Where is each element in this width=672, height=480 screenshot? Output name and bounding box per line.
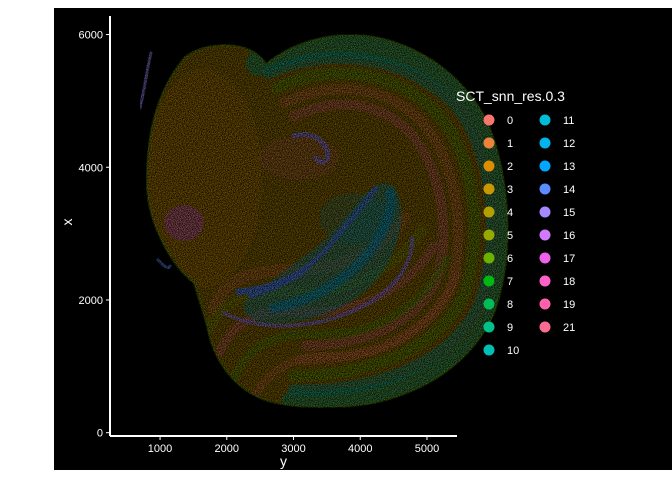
legend-item-7: 7	[483, 275, 513, 288]
legend-label: 10	[507, 345, 519, 357]
legend-label: 2	[507, 161, 513, 173]
legend-label: 14	[563, 184, 575, 196]
legend-item-6: 6	[483, 252, 513, 265]
legend-label: 12	[563, 138, 575, 150]
upper-ventricle	[291, 132, 331, 165]
legend-label: 7	[507, 276, 513, 288]
legend-item-12: 12	[539, 137, 575, 150]
tissue-body	[146, 34, 508, 408]
legend-swatch	[539, 298, 551, 310]
legend-swatch	[483, 114, 495, 126]
legend-item-15: 15	[539, 206, 575, 219]
legend-item-4: 4	[483, 206, 513, 219]
legend-swatch	[483, 275, 495, 287]
legend-item-11: 11	[539, 114, 574, 127]
dentate-band	[235, 266, 308, 296]
y-tick-label: 4000	[79, 162, 103, 174]
hippocampus-core	[269, 189, 396, 313]
legend-title: SCT_snn_res.0.3	[456, 88, 565, 104]
left-edge-band	[138, 51, 153, 110]
legend-swatch	[539, 183, 551, 195]
x-tick-label: 4000	[348, 443, 372, 455]
legend-swatch	[483, 137, 495, 149]
legend-swatch	[483, 160, 495, 172]
cortex-layer-2	[270, 67, 481, 382]
y-tick-label: 0	[97, 428, 103, 440]
legend-label: 13	[563, 161, 575, 173]
axes: 1000 2000 3000 4000 5000 0 2000 4000 6000 y x	[59, 16, 457, 469]
legend-label: 1	[507, 138, 513, 150]
x-tick-label: 3000	[281, 443, 305, 455]
legend-label: 8	[507, 299, 513, 311]
legend-label: 15	[563, 207, 575, 219]
legend-swatch	[539, 252, 551, 264]
small-purple-fragment	[156, 258, 172, 270]
legend-item-19: 19	[539, 298, 575, 311]
legend-item-16: 16	[539, 229, 575, 242]
legend-item-10: 10	[483, 344, 519, 357]
legend-item-17: 17	[539, 252, 575, 265]
legend-label: 19	[563, 299, 575, 311]
tissue-outline	[145, 33, 509, 409]
legend-item-21: 21	[539, 321, 575, 334]
legend: SCT_snn_res.0.30123456789101112131415161…	[456, 88, 575, 357]
legend-item-9: 9	[483, 321, 513, 334]
legend-label: 16	[563, 230, 575, 242]
legend-item-1: 1	[483, 137, 513, 150]
left-lobe-tint	[146, 68, 262, 288]
legend-item-5: 5	[483, 229, 513, 242]
legend-item-14: 14	[539, 183, 575, 196]
red-patch	[259, 136, 339, 180]
legend-swatch	[483, 252, 495, 264]
legend-swatch	[483, 298, 495, 310]
legend-label: 11	[563, 115, 574, 127]
legend-label: 21	[563, 322, 575, 334]
lower-layer-3	[229, 255, 451, 383]
tissue-section	[138, 33, 509, 409]
x-tick-label: 2000	[215, 443, 239, 455]
legend-label: 6	[507, 253, 513, 265]
y-tick-label: 2000	[79, 295, 103, 307]
legend-item-3: 3	[483, 183, 513, 196]
legend-item-13: 13	[539, 160, 575, 173]
y-axis-title: x	[59, 219, 75, 226]
plot-panel: 1000 2000 3000 4000 5000 0 2000 4000 6000 y x SCT_…	[54, 8, 672, 470]
legend-item-2: 2	[483, 160, 513, 173]
legend-label: 17	[563, 253, 575, 265]
legend-label: 5	[507, 230, 513, 242]
cortex-layer-0	[246, 34, 508, 408]
legend-item-18: 18	[539, 275, 575, 288]
cortex-layer-4	[289, 99, 449, 351]
pink-patch	[164, 205, 204, 241]
legend-swatch	[539, 114, 551, 126]
y-tick-label: 6000	[79, 30, 103, 42]
legend-swatch	[539, 137, 551, 149]
legend-label: 9	[507, 322, 513, 334]
legend-swatch	[539, 160, 551, 172]
x-tick-label: 1000	[148, 443, 172, 455]
legend-swatch	[539, 275, 551, 287]
legend-label: 0	[507, 115, 513, 127]
x-tick-label: 5000	[415, 443, 439, 455]
x-axis-title: y	[280, 453, 287, 469]
legend-swatch	[483, 321, 495, 333]
legend-swatch	[483, 206, 495, 218]
legend-label: 3	[507, 184, 513, 196]
legend-label: 4	[507, 207, 513, 219]
legend-swatch	[539, 206, 551, 218]
ventricle-band	[222, 236, 415, 328]
legend-swatch	[539, 321, 551, 333]
legend-item-8: 8	[483, 298, 513, 311]
legend-swatch	[483, 229, 495, 241]
legend-item-0: 0	[483, 114, 513, 127]
legend-swatch	[483, 183, 495, 195]
spatial-scatter-chart: 1000 2000 3000 4000 5000 0 2000 4000 6000 y x SCT_…	[59, 16, 575, 469]
legend-swatch	[539, 229, 551, 241]
legend-label: 18	[563, 276, 575, 288]
legend-swatch	[483, 344, 495, 356]
lower-layer-4	[250, 270, 462, 400]
